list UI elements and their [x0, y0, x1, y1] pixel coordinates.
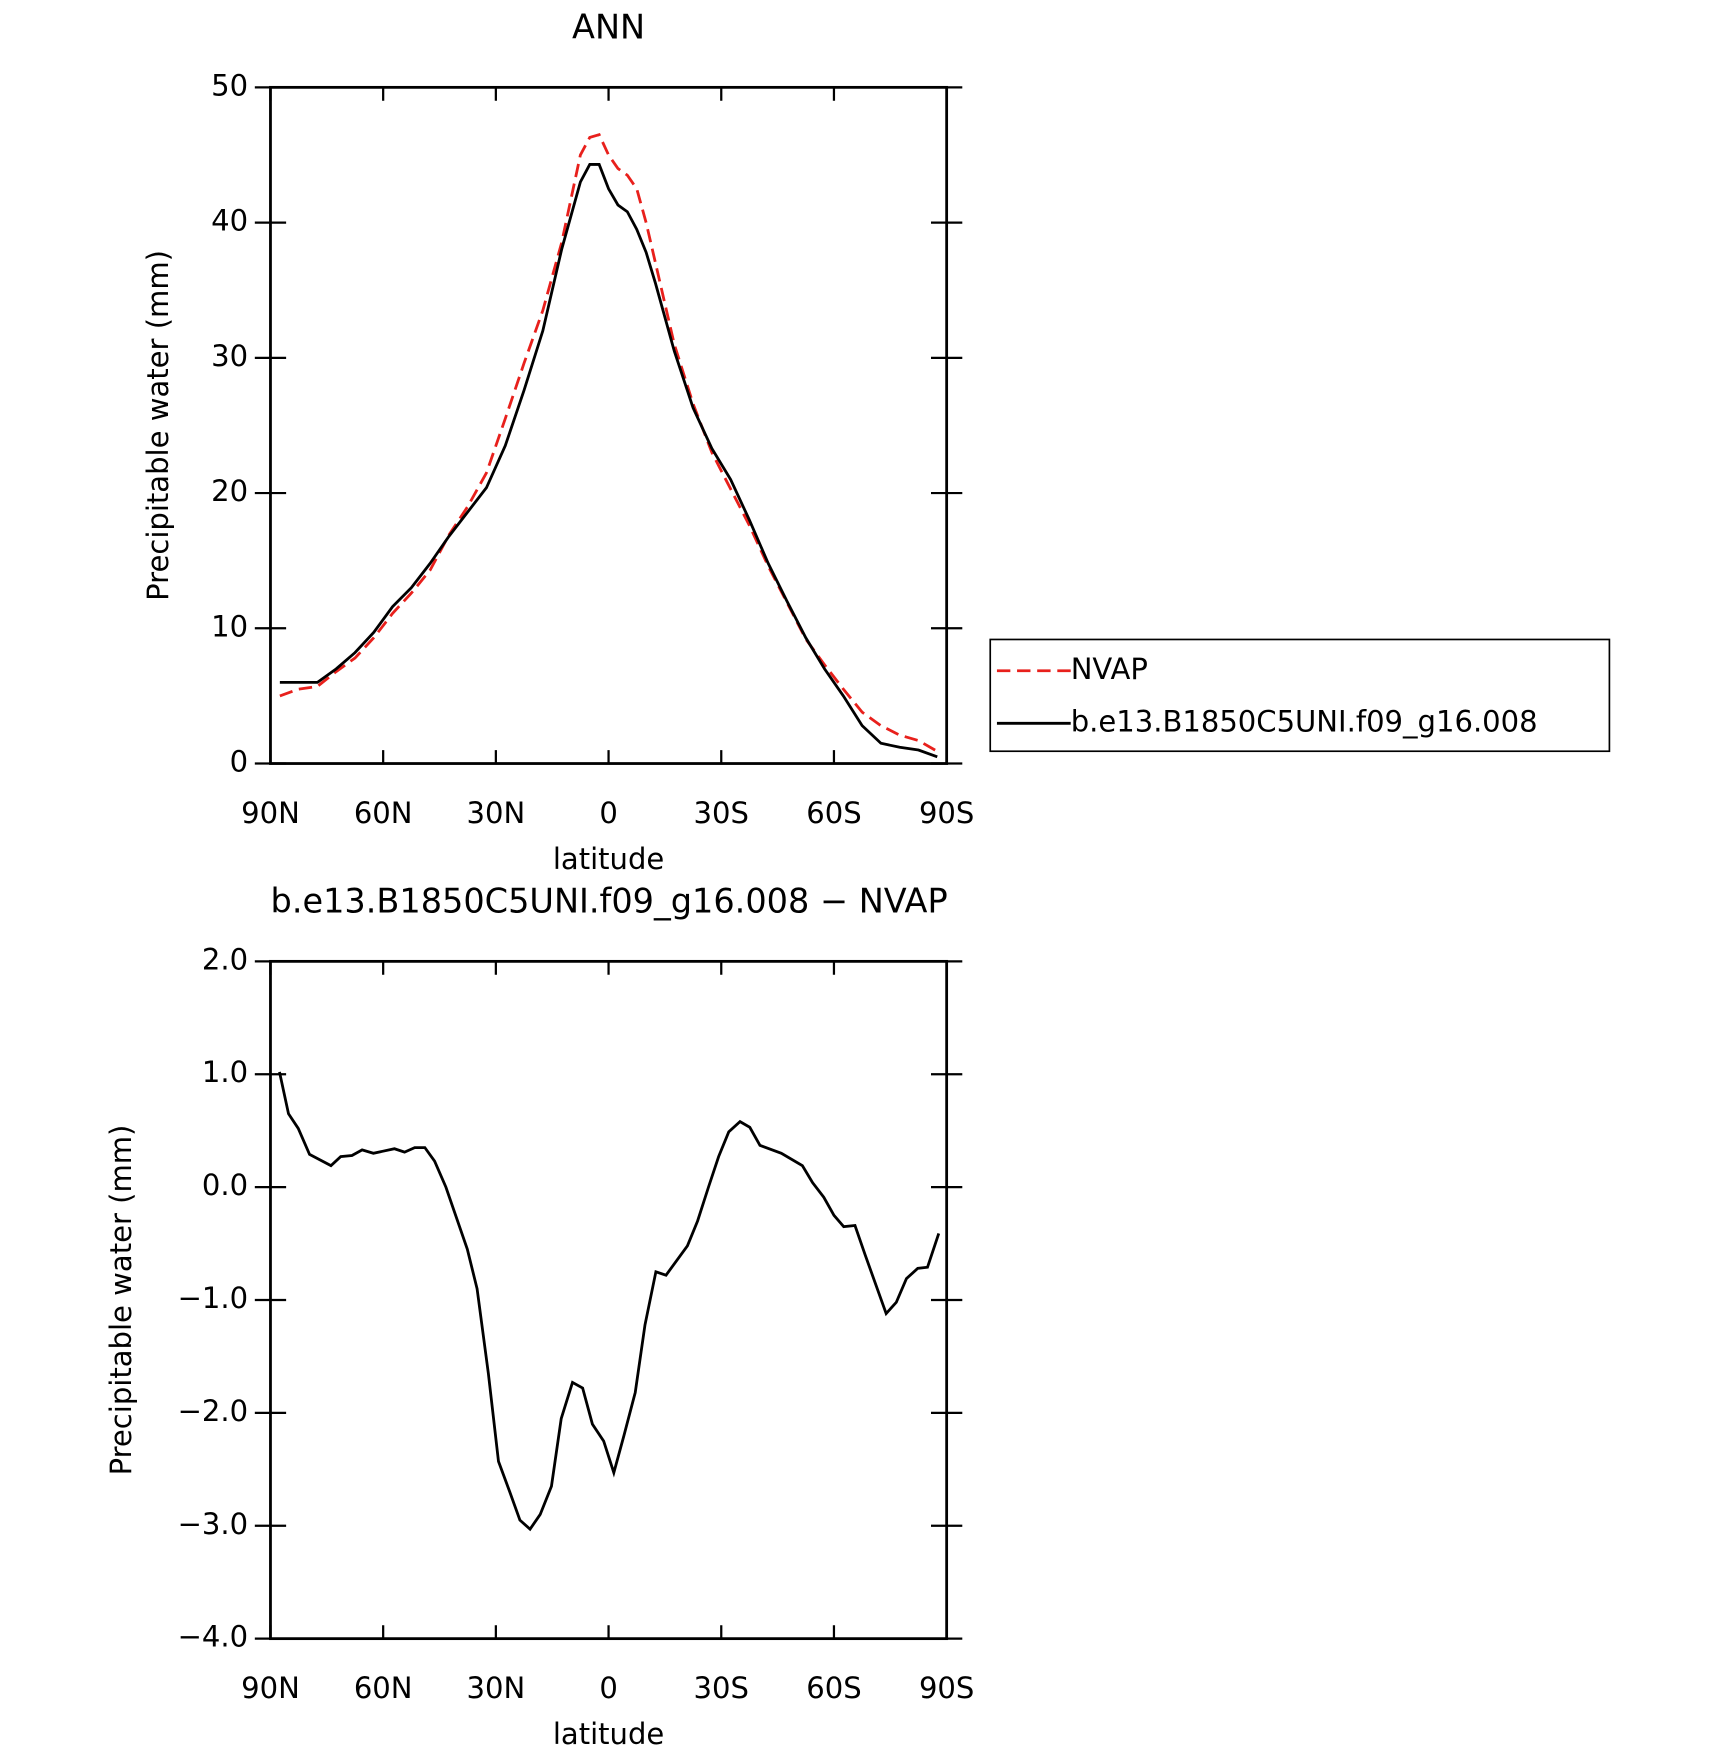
x-tick-label: 30N [467, 1671, 526, 1705]
y-tick-label: 0.0 [202, 1168, 248, 1202]
x-tick-label: 30S [694, 796, 749, 830]
y-tick-label: 2.0 [202, 942, 248, 976]
x-tick-label: 30N [467, 796, 526, 830]
y-tick-label: −1.0 [178, 1281, 249, 1315]
x-tick-label: 0 [599, 1671, 617, 1705]
y-axis-label: Precipitable water (mm) [141, 250, 175, 601]
y-tick-label: −4.0 [178, 1620, 249, 1654]
y-tick-label: −2.0 [178, 1394, 249, 1428]
legend-box [989, 638, 1611, 753]
legend-label: NVAP [1071, 652, 1148, 686]
x-axis-label: latitude [553, 1717, 664, 1745]
y-tick-label: 0 [230, 745, 248, 779]
x-tick-label: 60N [354, 796, 413, 830]
x-tick-label: 30S [694, 1671, 749, 1705]
x-tick-label: 0 [599, 796, 617, 830]
x-tick-label: 60S [806, 796, 861, 830]
x-tick-label: 60N [354, 1671, 413, 1705]
x-tick-label: 60S [806, 1671, 861, 1705]
legend-label: b.e13.B1850C5UNI.f09_g16.008 [1071, 704, 1538, 738]
x-tick-label: 90S [919, 796, 974, 830]
plot-frame [269, 959, 949, 1641]
y-tick-label: 30 [211, 339, 248, 373]
y-tick-label: −3.0 [178, 1507, 249, 1541]
chart-title: b.e13.B1850C5UNI.f09_g16.008 − NVAP [271, 882, 948, 921]
y-tick-label: 20 [211, 474, 248, 508]
data-line [279, 133, 938, 753]
x-tick-label: 90S [919, 1671, 974, 1705]
y-axis-label: Precipitable water (mm) [104, 1125, 138, 1476]
chart-title: ANN [572, 8, 645, 47]
y-tick-label: 50 [211, 68, 248, 102]
x-tick-label: 90N [241, 1671, 300, 1705]
y-tick-label: 10 [211, 609, 248, 643]
data-line [279, 163, 938, 759]
data-line [278, 1071, 941, 1532]
y-tick-label: 40 [211, 204, 248, 238]
x-tick-label: 90N [241, 796, 300, 830]
x-axis-label: latitude [553, 842, 664, 876]
y-tick-label: 1.0 [202, 1055, 248, 1089]
